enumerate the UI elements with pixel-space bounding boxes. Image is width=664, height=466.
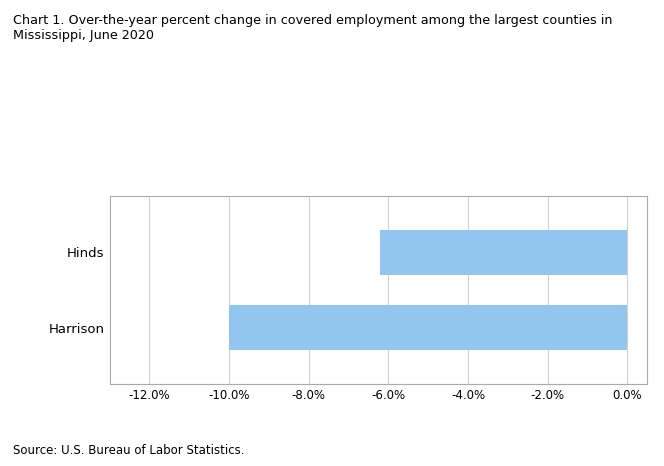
Text: Source: U.S. Bureau of Labor Statistics.: Source: U.S. Bureau of Labor Statistics. <box>13 444 245 457</box>
Bar <box>380 230 627 275</box>
Text: Chart 1. Over-the-year percent change in covered employment among the largest co: Chart 1. Over-the-year percent change in… <box>13 14 613 42</box>
Bar <box>229 305 627 350</box>
